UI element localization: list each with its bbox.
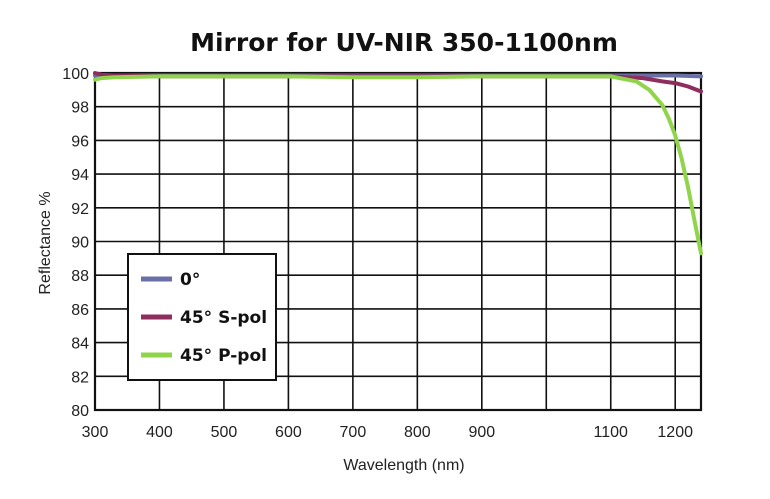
y-tick-label: 86: [71, 302, 89, 319]
x-tick-label: 400: [146, 424, 173, 441]
y-tick-label: 92: [71, 201, 89, 218]
y-tick-label: 90: [71, 235, 89, 252]
y-tick-labels: 100 98 96 94 92 90 88 86 84 82 80: [62, 66, 89, 420]
x-tick-label: 900: [468, 424, 495, 441]
y-tick-label: 100: [62, 66, 89, 83]
x-tick-label: 700: [340, 424, 367, 441]
plot-frame: [93, 71, 703, 412]
y-tick-label: 98: [71, 100, 89, 117]
x-tick-label: 300: [82, 424, 109, 441]
legend: 0° 45° S-pol 45° P-pol: [127, 253, 277, 381]
series-lines: [93, 71, 703, 256]
legend-label-2: 45° P-pol: [180, 346, 267, 366]
x-tick-label: 1100: [594, 424, 629, 441]
legend-label-0: 0°: [180, 270, 200, 290]
x-tick-label: 600: [275, 424, 302, 441]
x-tick-label: 800: [404, 424, 431, 441]
series-line-2: [93, 74, 703, 256]
y-tick-label: 84: [71, 336, 89, 353]
x-tick-label: 1200: [657, 424, 693, 441]
x-axis-label: Wavelength (nm): [343, 457, 464, 474]
y-tick-label: 82: [71, 369, 89, 386]
x-tick-labels: 300 400 500 600 700 800 900 1100 1200: [82, 424, 693, 441]
x-tick-label: 500: [211, 424, 238, 441]
y-tick-label: 88: [71, 268, 89, 285]
y-tick-label: 80: [71, 403, 89, 420]
chart-title: Mirror for UV-NIR 350-1100nm: [190, 28, 618, 57]
y-tick-label: 94: [71, 167, 89, 184]
legend-label-1: 45° S-pol: [180, 308, 267, 328]
y-tick-label: 96: [71, 133, 89, 150]
y-axis-label: Reflectance %: [37, 191, 54, 294]
